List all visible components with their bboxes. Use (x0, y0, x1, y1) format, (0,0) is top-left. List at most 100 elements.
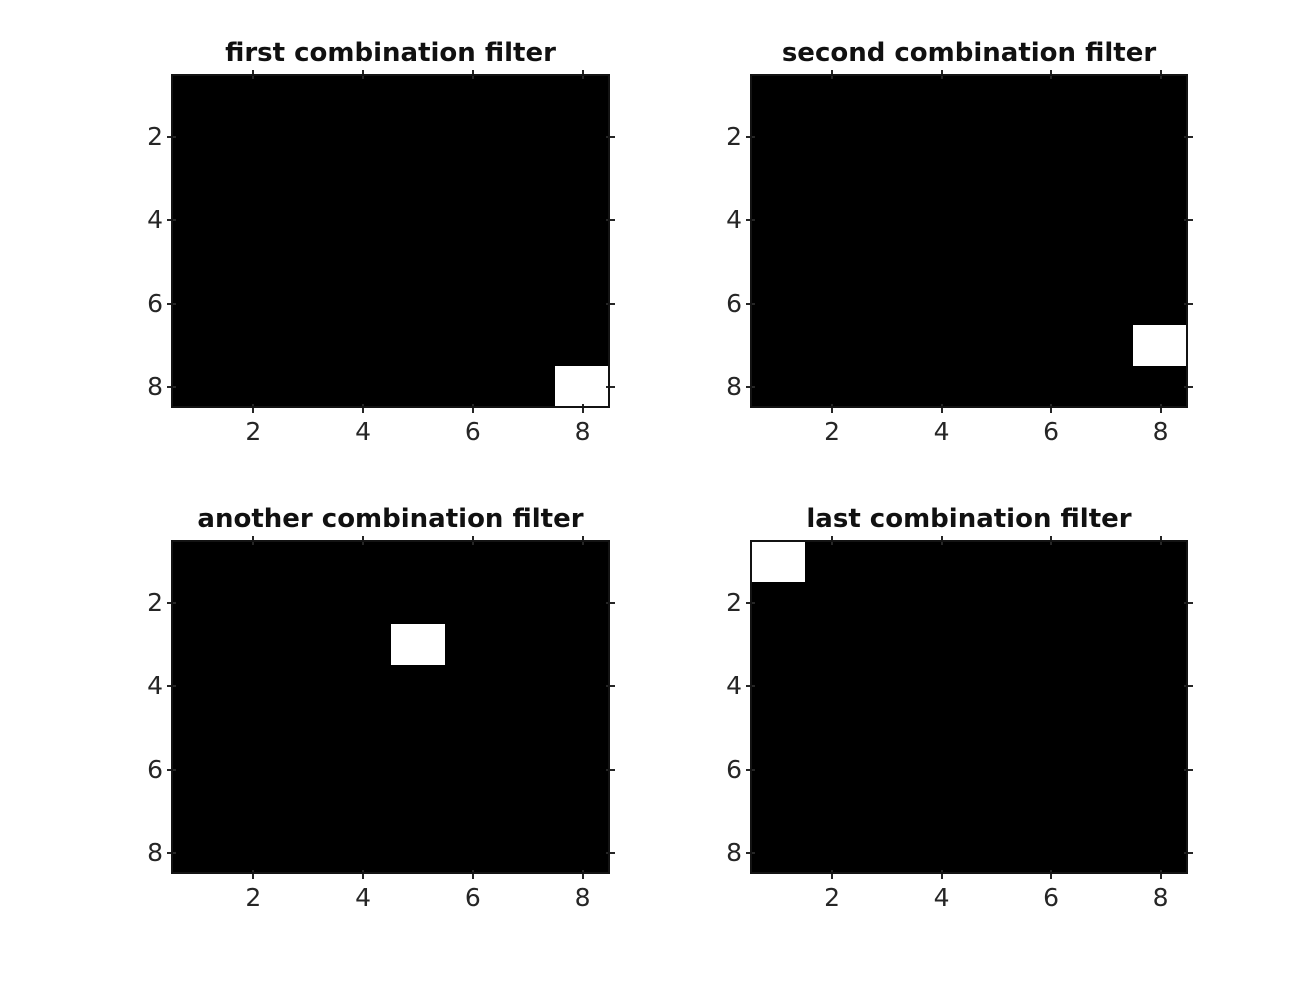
active-cell (1133, 324, 1188, 367)
axes-box-border (171, 74, 610, 408)
heatmap-plot: 2 4 6 8 2 4 6 8 (726, 535, 1193, 911)
active-cell (750, 540, 805, 582)
y-tick-mark (1183, 219, 1193, 222)
x-tick-mark (471, 869, 474, 879)
x-tick-mark (940, 535, 943, 545)
axes-box-border (171, 540, 610, 874)
y-tick-mark (1183, 852, 1193, 855)
y-tick-mark (605, 386, 615, 389)
y-tick-mark (166, 852, 176, 855)
x-tick-label: 8 (1152, 883, 1169, 912)
x-tick-label: 4 (355, 883, 372, 912)
x-tick-mark (1050, 403, 1053, 413)
axes-box-border (750, 540, 1188, 874)
y-tick-label: 2 (726, 587, 742, 617)
x-tick-label: 2 (245, 883, 262, 912)
x-tick-label: 4 (933, 883, 950, 912)
x-tick-mark (1050, 535, 1053, 545)
x-tick-mark (1159, 535, 1162, 545)
y-tick-mark (745, 601, 755, 604)
x-tick-mark (831, 535, 834, 545)
x-tick-mark (1159, 69, 1162, 79)
y-tick-mark (166, 685, 176, 688)
x-tick-mark (362, 403, 365, 413)
y-tick-label: 6 (726, 288, 742, 318)
y-tick-mark (745, 852, 755, 855)
y-tick-mark (745, 768, 755, 771)
y-tick-label: 4 (147, 671, 163, 701)
y-tick-mark (745, 302, 755, 305)
active-cell (390, 623, 446, 666)
y-tick-mark (605, 852, 615, 855)
x-tick-mark (1159, 869, 1162, 879)
x-tick-label: 2 (245, 417, 262, 446)
x-tick-label: 8 (574, 417, 591, 446)
y-tick-mark (605, 219, 615, 222)
subplot-title: last combination filter (806, 504, 1132, 534)
x-tick-label: 4 (933, 417, 950, 446)
x-tick-mark (252, 535, 255, 545)
y-tick-label: 2 (726, 121, 742, 151)
y-tick-label: 4 (726, 671, 742, 701)
y-tick-mark (745, 685, 755, 688)
heatmap-plot: 2 4 6 8 2 4 6 8 (147, 535, 615, 911)
y-tick-mark (166, 135, 176, 138)
y-tick-mark (605, 685, 615, 688)
subplot-another-combination-filter: another combination filter 2 4 6 8 2 4 6 8 (147, 505, 615, 911)
heatmap-plot: 2 4 6 8 2 4 6 8 (726, 69, 1193, 445)
subplot-first-combination-filter: first combination filter 2 4 6 8 2 4 6 8 (147, 39, 615, 445)
y-tick-mark (166, 601, 176, 604)
x-tick-label: 6 (1043, 883, 1060, 912)
x-tick-mark (940, 69, 943, 79)
x-tick-label: 6 (464, 883, 481, 912)
y-tick-label: 4 (147, 205, 163, 235)
y-tick-mark (1183, 685, 1193, 688)
x-tick-label: 4 (355, 417, 372, 446)
y-tick-mark (166, 219, 176, 222)
subplot-last-combination-filter: last combination filter 2 4 6 8 2 4 6 8 (726, 505, 1193, 911)
x-tick-mark (471, 535, 474, 545)
subplot-second-combination-filter: second combination filter 2 4 6 8 2 4 6 8 (726, 39, 1193, 445)
x-tick-mark (362, 869, 365, 879)
y-tick-label: 8 (726, 372, 742, 402)
y-tick-mark (745, 386, 755, 389)
x-tick-mark (471, 69, 474, 79)
x-tick-mark (831, 403, 834, 413)
axes-box-border (750, 74, 1188, 408)
subplot-title: first combination filter (225, 38, 556, 68)
y-tick-mark (605, 601, 615, 604)
active-cell (555, 366, 610, 408)
heatmap-plot: 2 4 6 8 2 4 6 8 (147, 69, 615, 445)
x-tick-label: 8 (574, 883, 591, 912)
y-tick-mark (745, 135, 755, 138)
y-tick-mark (1183, 135, 1193, 138)
x-tick-label: 6 (1043, 417, 1060, 446)
x-tick-mark (581, 403, 584, 413)
x-tick-mark (1159, 403, 1162, 413)
y-tick-mark (745, 219, 755, 222)
x-tick-mark (252, 869, 255, 879)
x-tick-label: 6 (464, 417, 481, 446)
x-tick-mark (1050, 69, 1053, 79)
x-tick-mark (252, 403, 255, 413)
x-tick-mark (362, 69, 365, 79)
x-tick-mark (940, 403, 943, 413)
x-tick-mark (581, 69, 584, 79)
x-tick-mark (362, 535, 365, 545)
x-tick-mark (581, 869, 584, 879)
y-tick-label: 2 (147, 587, 163, 617)
subplot-title: another combination filter (197, 504, 584, 534)
x-tick-label: 2 (824, 417, 841, 446)
y-tick-mark (1183, 768, 1193, 771)
x-tick-mark (1050, 869, 1053, 879)
y-tick-label: 8 (726, 838, 742, 868)
subplot-title: second combination filter (781, 38, 1157, 68)
y-tick-label: 2 (147, 121, 163, 151)
x-tick-mark (252, 69, 255, 79)
x-tick-mark (831, 869, 834, 879)
x-tick-mark (581, 535, 584, 545)
y-tick-label: 8 (147, 372, 163, 402)
x-tick-mark (940, 869, 943, 879)
y-tick-label: 4 (726, 205, 742, 235)
y-tick-mark (166, 386, 176, 389)
